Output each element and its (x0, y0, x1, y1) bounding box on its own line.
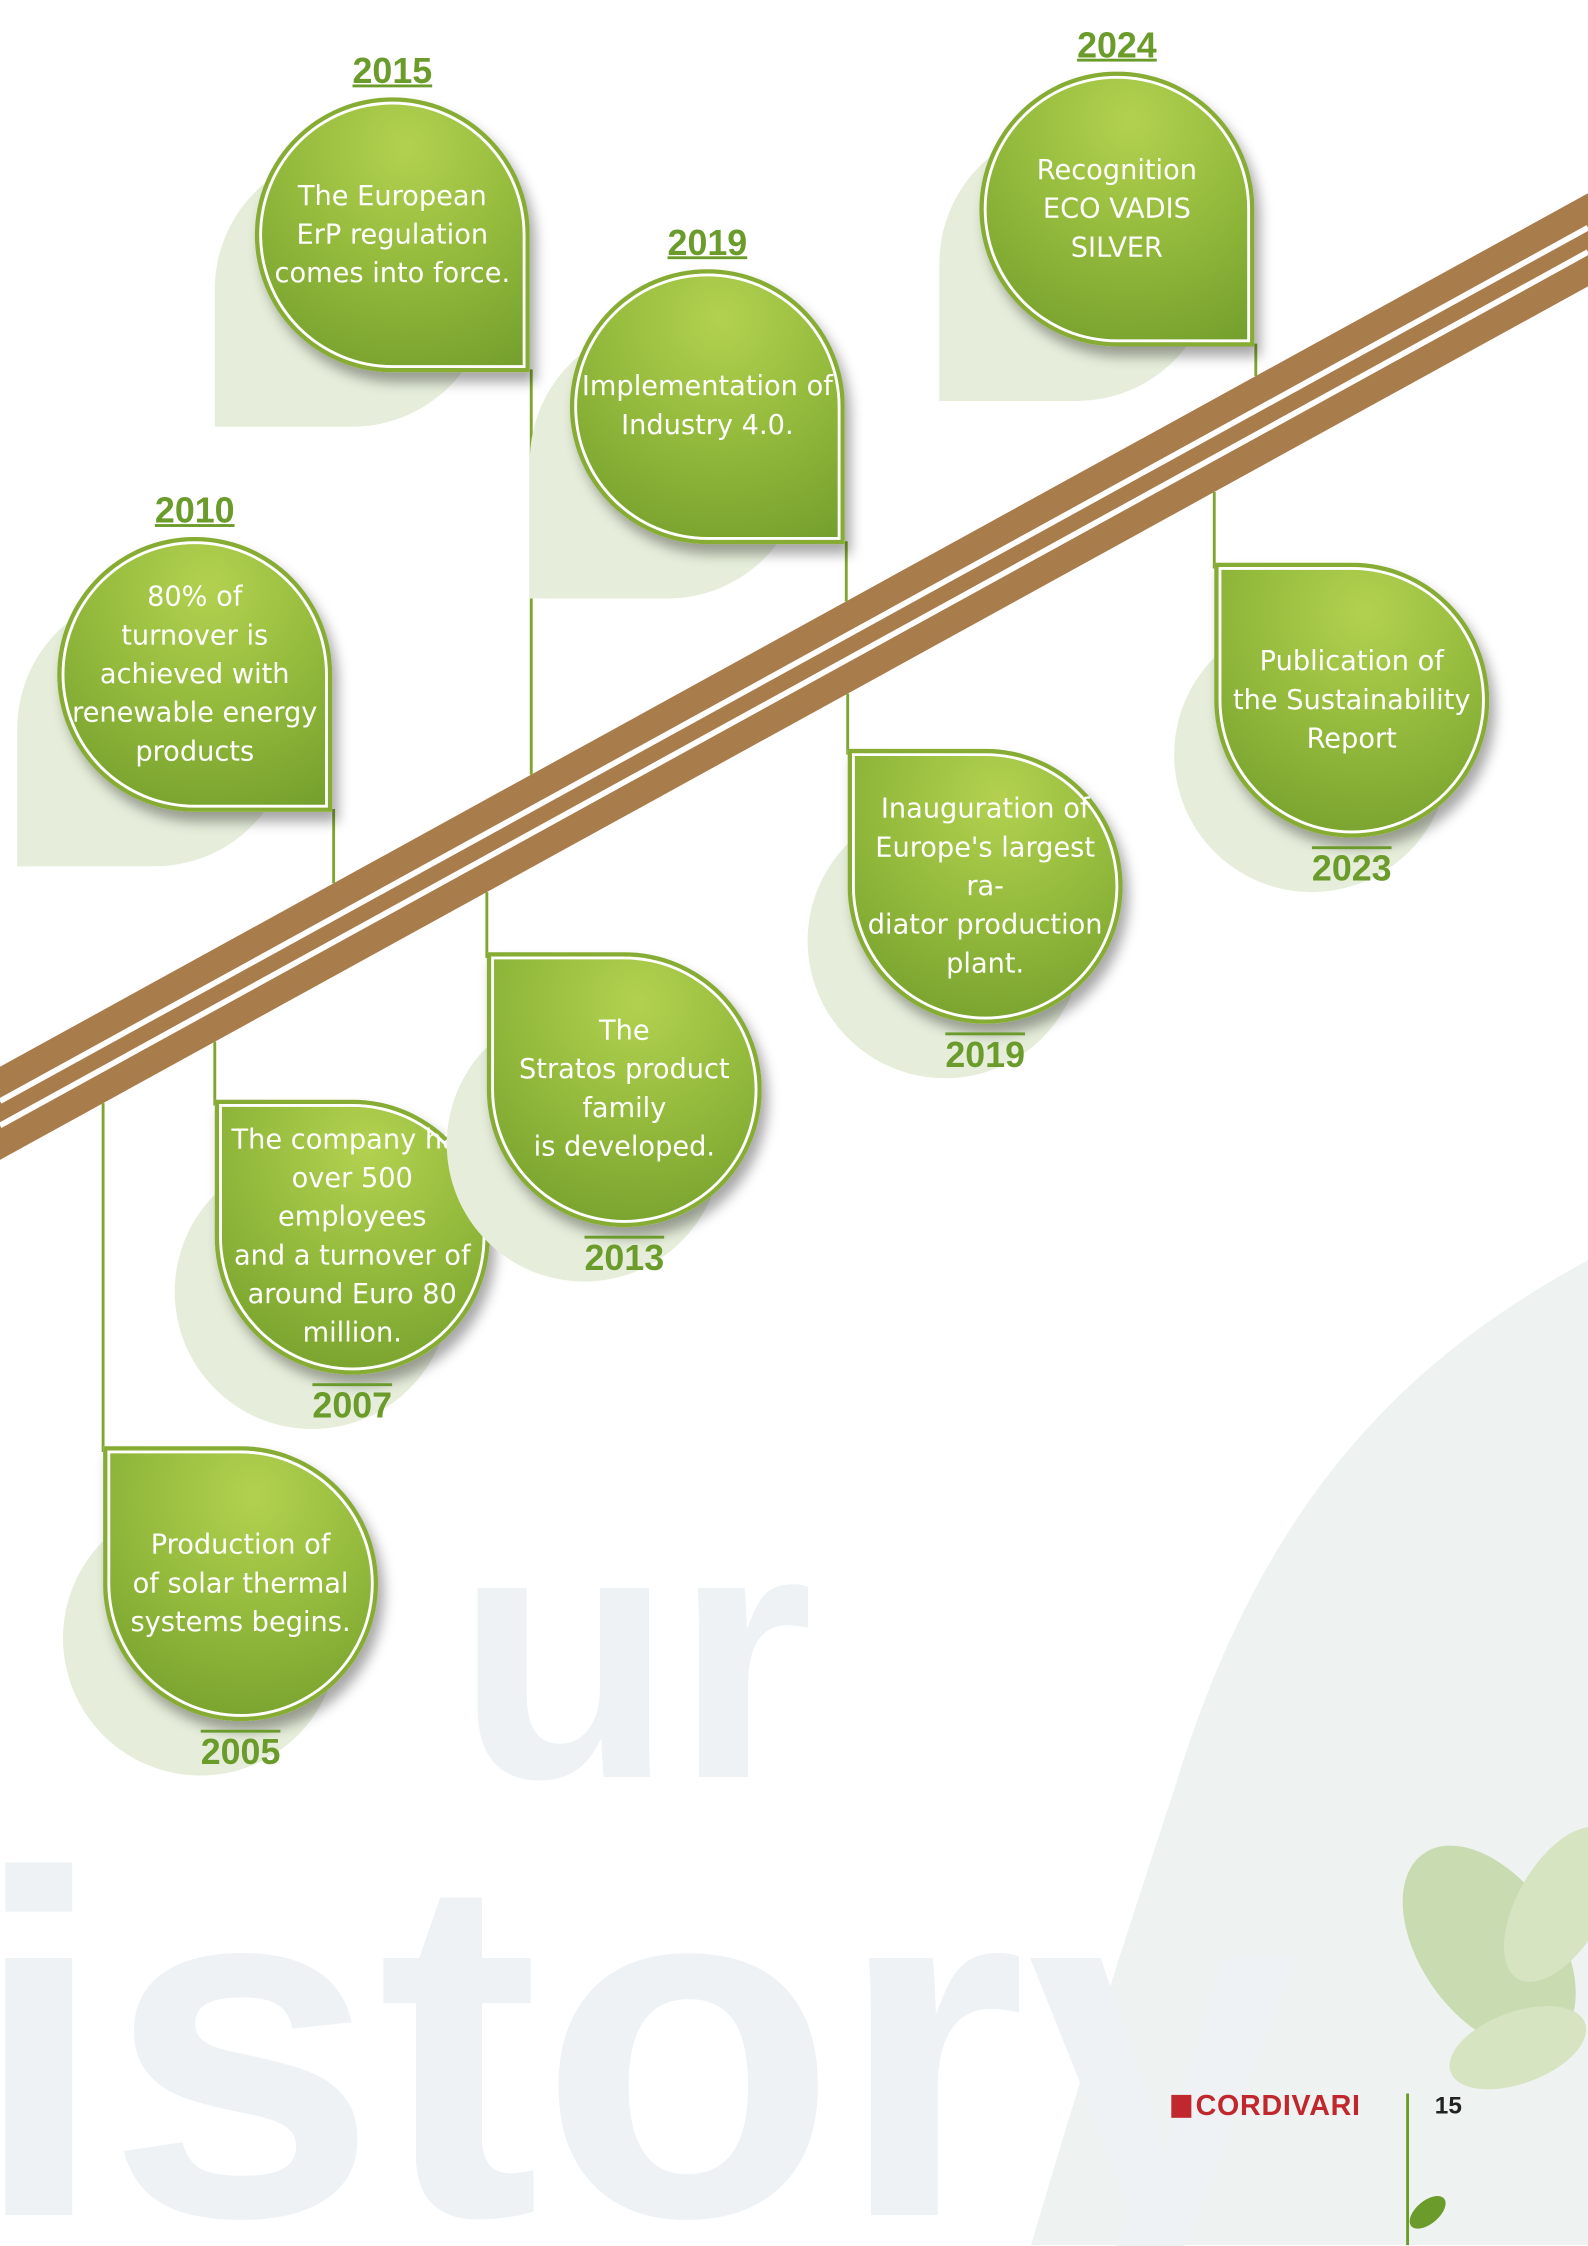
leaves (1171, 1827, 1588, 2246)
leaf (1449, 2006, 1587, 2090)
logo-mark (1171, 2094, 1192, 2118)
leaf (1503, 1827, 1588, 1982)
milestone-year: 2023 (1311, 849, 1392, 890)
road (0, 193, 1588, 1160)
milestone-bubble: Publication of the Sustainability Report (1214, 562, 1490, 838)
brand-logo: CORDIVARI (1195, 2090, 1361, 2123)
milestone-year: 2019 (945, 1035, 1025, 1076)
milestone-year: 2007 (312, 1386, 393, 1427)
milestone-year: 2013 (584, 1238, 665, 1279)
watermark-text: ur (455, 1453, 814, 1853)
milestone-bubble: The Stratos product family is developed. (486, 952, 762, 1228)
watermark-text: istory (0, 1775, 1298, 2246)
road-stripe (0, 249, 1588, 1128)
milestone-bubble: Implementation of Industry 4.0. (569, 269, 845, 545)
milestone-bubble: Inauguration of Europe's largest ra- dia… (847, 748, 1123, 1024)
milestone-year: 2024 (1077, 25, 1157, 66)
milestone-year: 2010 (154, 491, 235, 532)
milestone-year: 2015 (352, 51, 433, 92)
leaf (1409, 2195, 1446, 2229)
milestone-year: 2019 (667, 223, 748, 264)
milestone-year: 2005 (200, 1732, 281, 1773)
milestone-bubble: Recognition ECO VADIS SILVER (979, 71, 1255, 347)
milestone-bubble: Production of of solar thermal systems b… (103, 1446, 379, 1722)
road-stripe (0, 225, 1588, 1104)
milestone-bubble: 80% of turnover is achieved with renewab… (57, 536, 333, 812)
page-number: 15 (1434, 2092, 1462, 2120)
milestone-bubble: The European ErP regulation comes into f… (254, 97, 530, 373)
